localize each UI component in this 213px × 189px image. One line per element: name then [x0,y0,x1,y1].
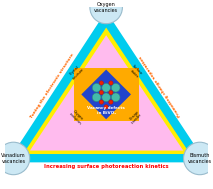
Circle shape [109,81,113,85]
Polygon shape [30,35,183,151]
Circle shape [92,83,101,92]
Circle shape [99,90,104,95]
Circle shape [109,90,113,95]
Text: Crystal
structure: Crystal structure [68,64,85,80]
Polygon shape [16,20,197,157]
Circle shape [90,0,122,24]
Text: Vacancy defects
in BiVO₄: Vacancy defects in BiVO₄ [87,106,125,115]
Circle shape [99,81,104,85]
Circle shape [102,83,111,92]
Circle shape [184,142,213,175]
Polygon shape [81,70,131,119]
Text: Oxygen
vacancies: Oxygen vacancies [94,2,118,13]
Circle shape [104,105,108,109]
Polygon shape [23,28,190,154]
Circle shape [0,142,30,175]
Text: Oxygen
evolution: Oxygen evolution [68,108,85,125]
Text: Charge
transfer: Charge transfer [128,109,144,125]
Circle shape [111,83,120,92]
Circle shape [102,93,111,102]
Text: Bismuth
vacancies: Bismuth vacancies [188,153,212,164]
Circle shape [92,93,101,102]
Text: Vanadium
vacancies: Vanadium vacancies [1,153,26,164]
FancyBboxPatch shape [74,68,139,121]
Circle shape [111,93,120,102]
Circle shape [99,100,104,104]
Text: Increasing surface photoreaction kinetics: Increasing surface photoreaction kinetic… [44,164,169,169]
Text: Surface
states: Surface states [128,64,143,80]
Text: Tuning the electronic structure: Tuning the electronic structure [30,53,75,119]
Text: Promoting charge separation: Promoting charge separation [138,54,182,117]
Circle shape [109,100,113,104]
